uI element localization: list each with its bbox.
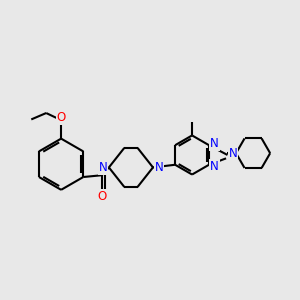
Text: N: N bbox=[154, 161, 164, 174]
Text: N: N bbox=[98, 161, 107, 174]
Text: O: O bbox=[97, 190, 106, 203]
Text: N: N bbox=[210, 137, 219, 150]
Text: N: N bbox=[228, 147, 237, 160]
Text: N: N bbox=[210, 160, 219, 173]
Text: O: O bbox=[56, 111, 66, 124]
